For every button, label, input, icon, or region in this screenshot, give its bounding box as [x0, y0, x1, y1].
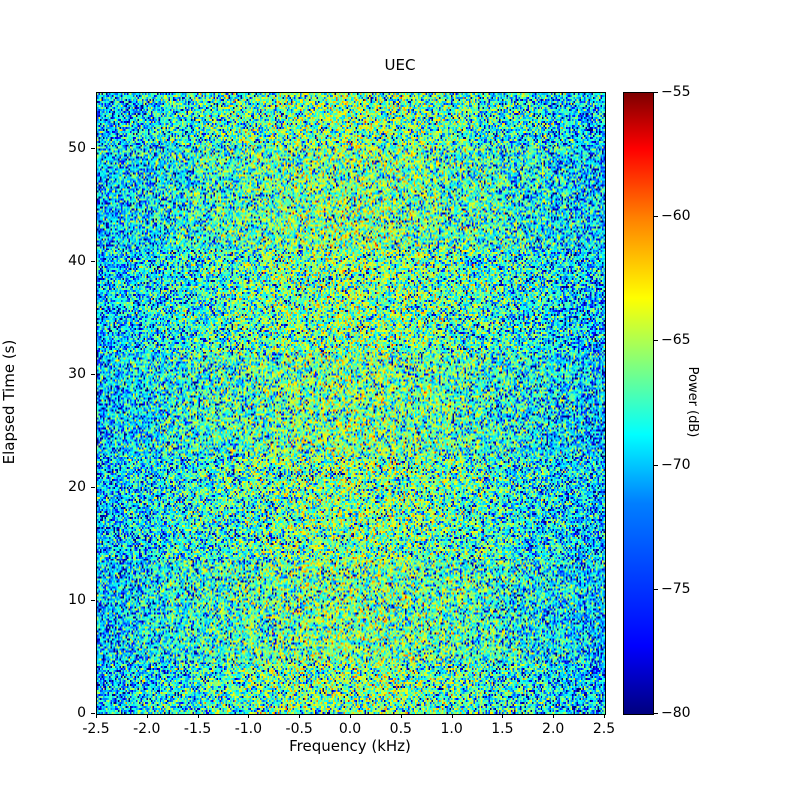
x-tick-mark: [553, 714, 555, 718]
colorbar-tick-mark: [654, 340, 658, 342]
colorbar-tick-mark: [654, 713, 658, 714]
x-tick-mark: [350, 714, 351, 718]
colorbar-tick-mark: [654, 216, 658, 218]
x-tick-label: 1.5: [491, 721, 514, 737]
colorbar-tick-mark: [654, 92, 658, 93]
x-tick-label: -2.5: [82, 721, 110, 737]
x-tick-mark: [451, 714, 453, 718]
x-tick-mark: [248, 714, 250, 718]
plot-title-station: UEC: [384, 56, 416, 74]
colorbar-tick-label: −75: [661, 580, 691, 597]
y-axis-label: Elapsed Time (s): [0, 339, 18, 465]
y-tick-mark: [91, 374, 95, 376]
x-axis-label: Frequency (kHz): [289, 737, 411, 755]
y-tick-label: 40: [68, 253, 86, 270]
colorbar-label: Power (dB): [685, 366, 700, 438]
x-tick-mark: [502, 714, 504, 718]
x-tick-label: 2.0: [542, 721, 565, 737]
x-tick-label: -1.0: [234, 721, 263, 737]
x-tick-mark: [604, 714, 605, 718]
colorbar-tick-mark: [654, 588, 658, 590]
x-tick-mark: [96, 714, 97, 718]
y-tick-mark: [91, 148, 95, 150]
x-tick-label: -2.0: [133, 721, 161, 737]
y-tick-label: 30: [68, 366, 86, 383]
x-tick-mark: [400, 714, 402, 718]
x-tick-mark: [197, 714, 199, 718]
x-tick-mark: [146, 714, 148, 718]
colorbar-tick-label: −65: [661, 332, 691, 349]
x-tick-label: 0.0: [338, 721, 362, 737]
spectrogram-image: [97, 93, 605, 714]
colorbar-tick-mark: [654, 464, 658, 466]
colorbar-gradient[interactable]: [623, 92, 654, 715]
y-tick-mark: [91, 713, 95, 714]
y-tick-label: 20: [68, 479, 86, 496]
spectrogram-axes[interactable]: [96, 92, 606, 715]
x-tick-label: 1.0: [440, 721, 463, 737]
x-tick-mark: [299, 714, 301, 718]
x-tick-label: 2.5: [592, 721, 616, 737]
x-tick-label: 0.5: [389, 721, 412, 737]
y-tick-label: 50: [68, 140, 86, 157]
x-tick-label: -1.5: [183, 721, 212, 737]
x-tick-label: -0.5: [285, 721, 313, 737]
y-tick-label: 10: [68, 592, 86, 609]
colorbar-tick-label: −80: [661, 705, 691, 721]
y-tick-mark: [91, 261, 95, 263]
y-tick-mark: [91, 600, 95, 602]
colorbar-tick-label: −60: [661, 208, 691, 225]
y-tick-mark: [91, 487, 95, 489]
y-tick-label: 0: [77, 705, 86, 721]
colorbar-tick-label: −70: [661, 456, 691, 473]
colorbar-tick-label: −55: [661, 84, 691, 100]
